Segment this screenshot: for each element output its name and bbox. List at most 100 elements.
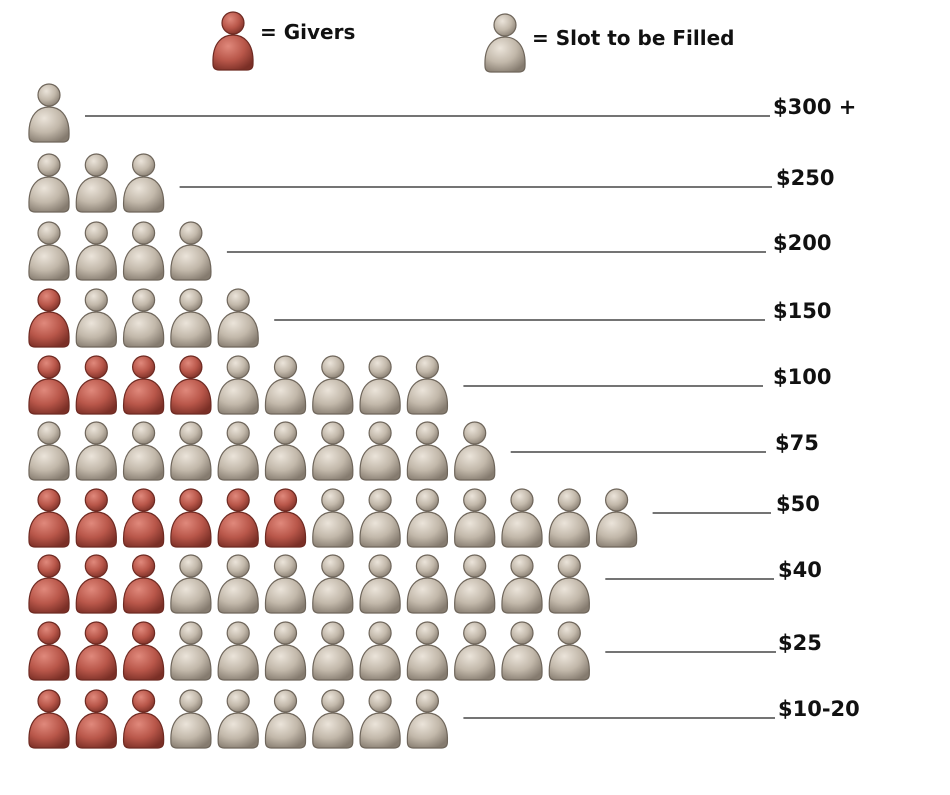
open-slot-person-icon bbox=[170, 421, 212, 481]
open-slot-person-icon bbox=[406, 621, 449, 681]
open-slot-person-icon bbox=[359, 689, 401, 749]
giver-person-icon bbox=[122, 689, 165, 749]
giver-person-icon bbox=[122, 554, 165, 614]
open-slot-person-icon bbox=[217, 554, 259, 614]
open-slot-person-icon bbox=[312, 355, 354, 415]
open-slot-person-icon bbox=[122, 153, 165, 213]
open-slot-person-icon bbox=[359, 621, 401, 681]
open-slot-person-icon bbox=[217, 288, 259, 348]
tier-amount-label: $25 bbox=[778, 631, 822, 655]
tier-amount-label: $300 + bbox=[773, 95, 856, 119]
tier-row: $150 bbox=[28, 288, 831, 348]
open-slot-person-icon bbox=[122, 288, 165, 348]
open-slot-person-icon bbox=[359, 554, 401, 614]
giver-person-icon bbox=[75, 689, 117, 749]
giver-person-icon bbox=[264, 488, 307, 548]
open-slot-person-icon bbox=[312, 554, 354, 614]
open-slot-person-icon bbox=[595, 488, 638, 548]
open-slot-person-icon bbox=[28, 83, 70, 143]
tier-amount-label: $150 bbox=[773, 299, 831, 323]
tier-row: $100 bbox=[28, 355, 831, 415]
open-slot-person-icon bbox=[28, 153, 70, 213]
open-slot-person-icon bbox=[28, 221, 70, 281]
tier-row: $250 bbox=[28, 153, 834, 213]
open-slot-person-icon bbox=[264, 554, 307, 614]
open-slot-person-icon bbox=[406, 488, 449, 548]
open-slot-person-icon bbox=[122, 221, 165, 281]
open-slot-person-icon bbox=[359, 355, 401, 415]
tier-row: $10-20 bbox=[28, 689, 860, 749]
open-slot-person-icon bbox=[170, 621, 212, 681]
open-slot-person-icon bbox=[75, 153, 117, 213]
open-slot-person-icon bbox=[312, 689, 354, 749]
open-slot-person-icon bbox=[359, 421, 401, 481]
open-slot-person-icon bbox=[75, 288, 117, 348]
open-slot-person-icon bbox=[170, 554, 212, 614]
open-slot-person-icon bbox=[75, 221, 117, 281]
tier-row: $200 bbox=[28, 221, 831, 281]
giver-person-icon bbox=[28, 355, 70, 415]
giver-person-icon bbox=[28, 488, 70, 548]
open-slot-person-icon bbox=[454, 621, 496, 681]
open-slot-person-icon bbox=[501, 554, 543, 614]
open-slot-person-icon bbox=[484, 13, 526, 73]
open-slot-person-icon bbox=[264, 421, 307, 481]
giver-person-icon bbox=[75, 554, 117, 614]
open-slot-person-icon bbox=[501, 621, 543, 681]
tier-amount-label: $100 bbox=[773, 365, 831, 389]
open-slot-person-icon bbox=[28, 421, 70, 481]
giver-person-icon bbox=[170, 488, 212, 548]
open-slot-person-icon bbox=[406, 355, 449, 415]
open-slot-person-icon bbox=[217, 689, 259, 749]
giver-person-icon bbox=[170, 355, 212, 415]
open-slot-person-icon bbox=[217, 355, 259, 415]
open-slot-person-icon bbox=[264, 689, 307, 749]
open-slot-person-icon bbox=[501, 488, 543, 548]
open-slot-person-icon bbox=[312, 421, 354, 481]
tier-row: $40 bbox=[28, 554, 822, 614]
giver-person-icon bbox=[212, 11, 254, 71]
open-slot-person-icon bbox=[312, 621, 354, 681]
giver-person-icon bbox=[75, 488, 117, 548]
open-slot-person-icon bbox=[217, 621, 259, 681]
open-slot-person-icon bbox=[312, 488, 354, 548]
tier-row: $50 bbox=[28, 488, 820, 548]
giver-person-icon bbox=[122, 621, 165, 681]
giver-person-icon bbox=[28, 288, 70, 348]
giver-person-icon bbox=[122, 355, 165, 415]
open-slot-person-icon bbox=[170, 288, 212, 348]
open-slot-person-icon bbox=[548, 621, 590, 681]
open-slot-person-icon bbox=[359, 488, 401, 548]
open-slot-person-icon bbox=[548, 488, 590, 548]
open-slot-person-icon bbox=[406, 554, 449, 614]
tier-row: $300 + bbox=[28, 83, 856, 143]
open-slot-person-icon bbox=[170, 221, 212, 281]
giver-person-icon bbox=[28, 554, 70, 614]
tier-rows: $300 + $250 $200 $150 $100 $75 $50 $40 $25 $10-20 bbox=[28, 83, 860, 749]
open-slot-person-icon bbox=[454, 488, 496, 548]
tier-amount-label: $200 bbox=[773, 231, 831, 255]
tier-row: $25 bbox=[28, 621, 822, 681]
open-slot-person-icon bbox=[217, 421, 259, 481]
open-slot-person-icon bbox=[122, 421, 165, 481]
giver-person-icon bbox=[122, 488, 165, 548]
giver-person-icon bbox=[75, 355, 117, 415]
open-slot-person-icon bbox=[406, 689, 449, 749]
giver-person-icon bbox=[28, 621, 70, 681]
tier-amount-label: $75 bbox=[775, 431, 819, 455]
open-slot-person-icon bbox=[454, 554, 496, 614]
giver-person-icon bbox=[28, 689, 70, 749]
legend: = Givers = Slot to be Filled bbox=[212, 11, 734, 73]
open-slot-person-icon bbox=[75, 421, 117, 481]
tier-amount-label: $10-20 bbox=[778, 697, 860, 721]
open-slot-person-icon bbox=[406, 421, 449, 481]
tier-amount-label: $50 bbox=[776, 492, 820, 516]
open-slot-person-icon bbox=[548, 554, 590, 614]
open-slot-person-icon bbox=[264, 355, 307, 415]
giver-person-icon bbox=[75, 621, 117, 681]
tier-row: $75 bbox=[28, 421, 819, 481]
legend-givers-label: = Givers bbox=[260, 20, 355, 44]
giver-person-icon bbox=[217, 488, 259, 548]
open-slot-person-icon bbox=[264, 621, 307, 681]
